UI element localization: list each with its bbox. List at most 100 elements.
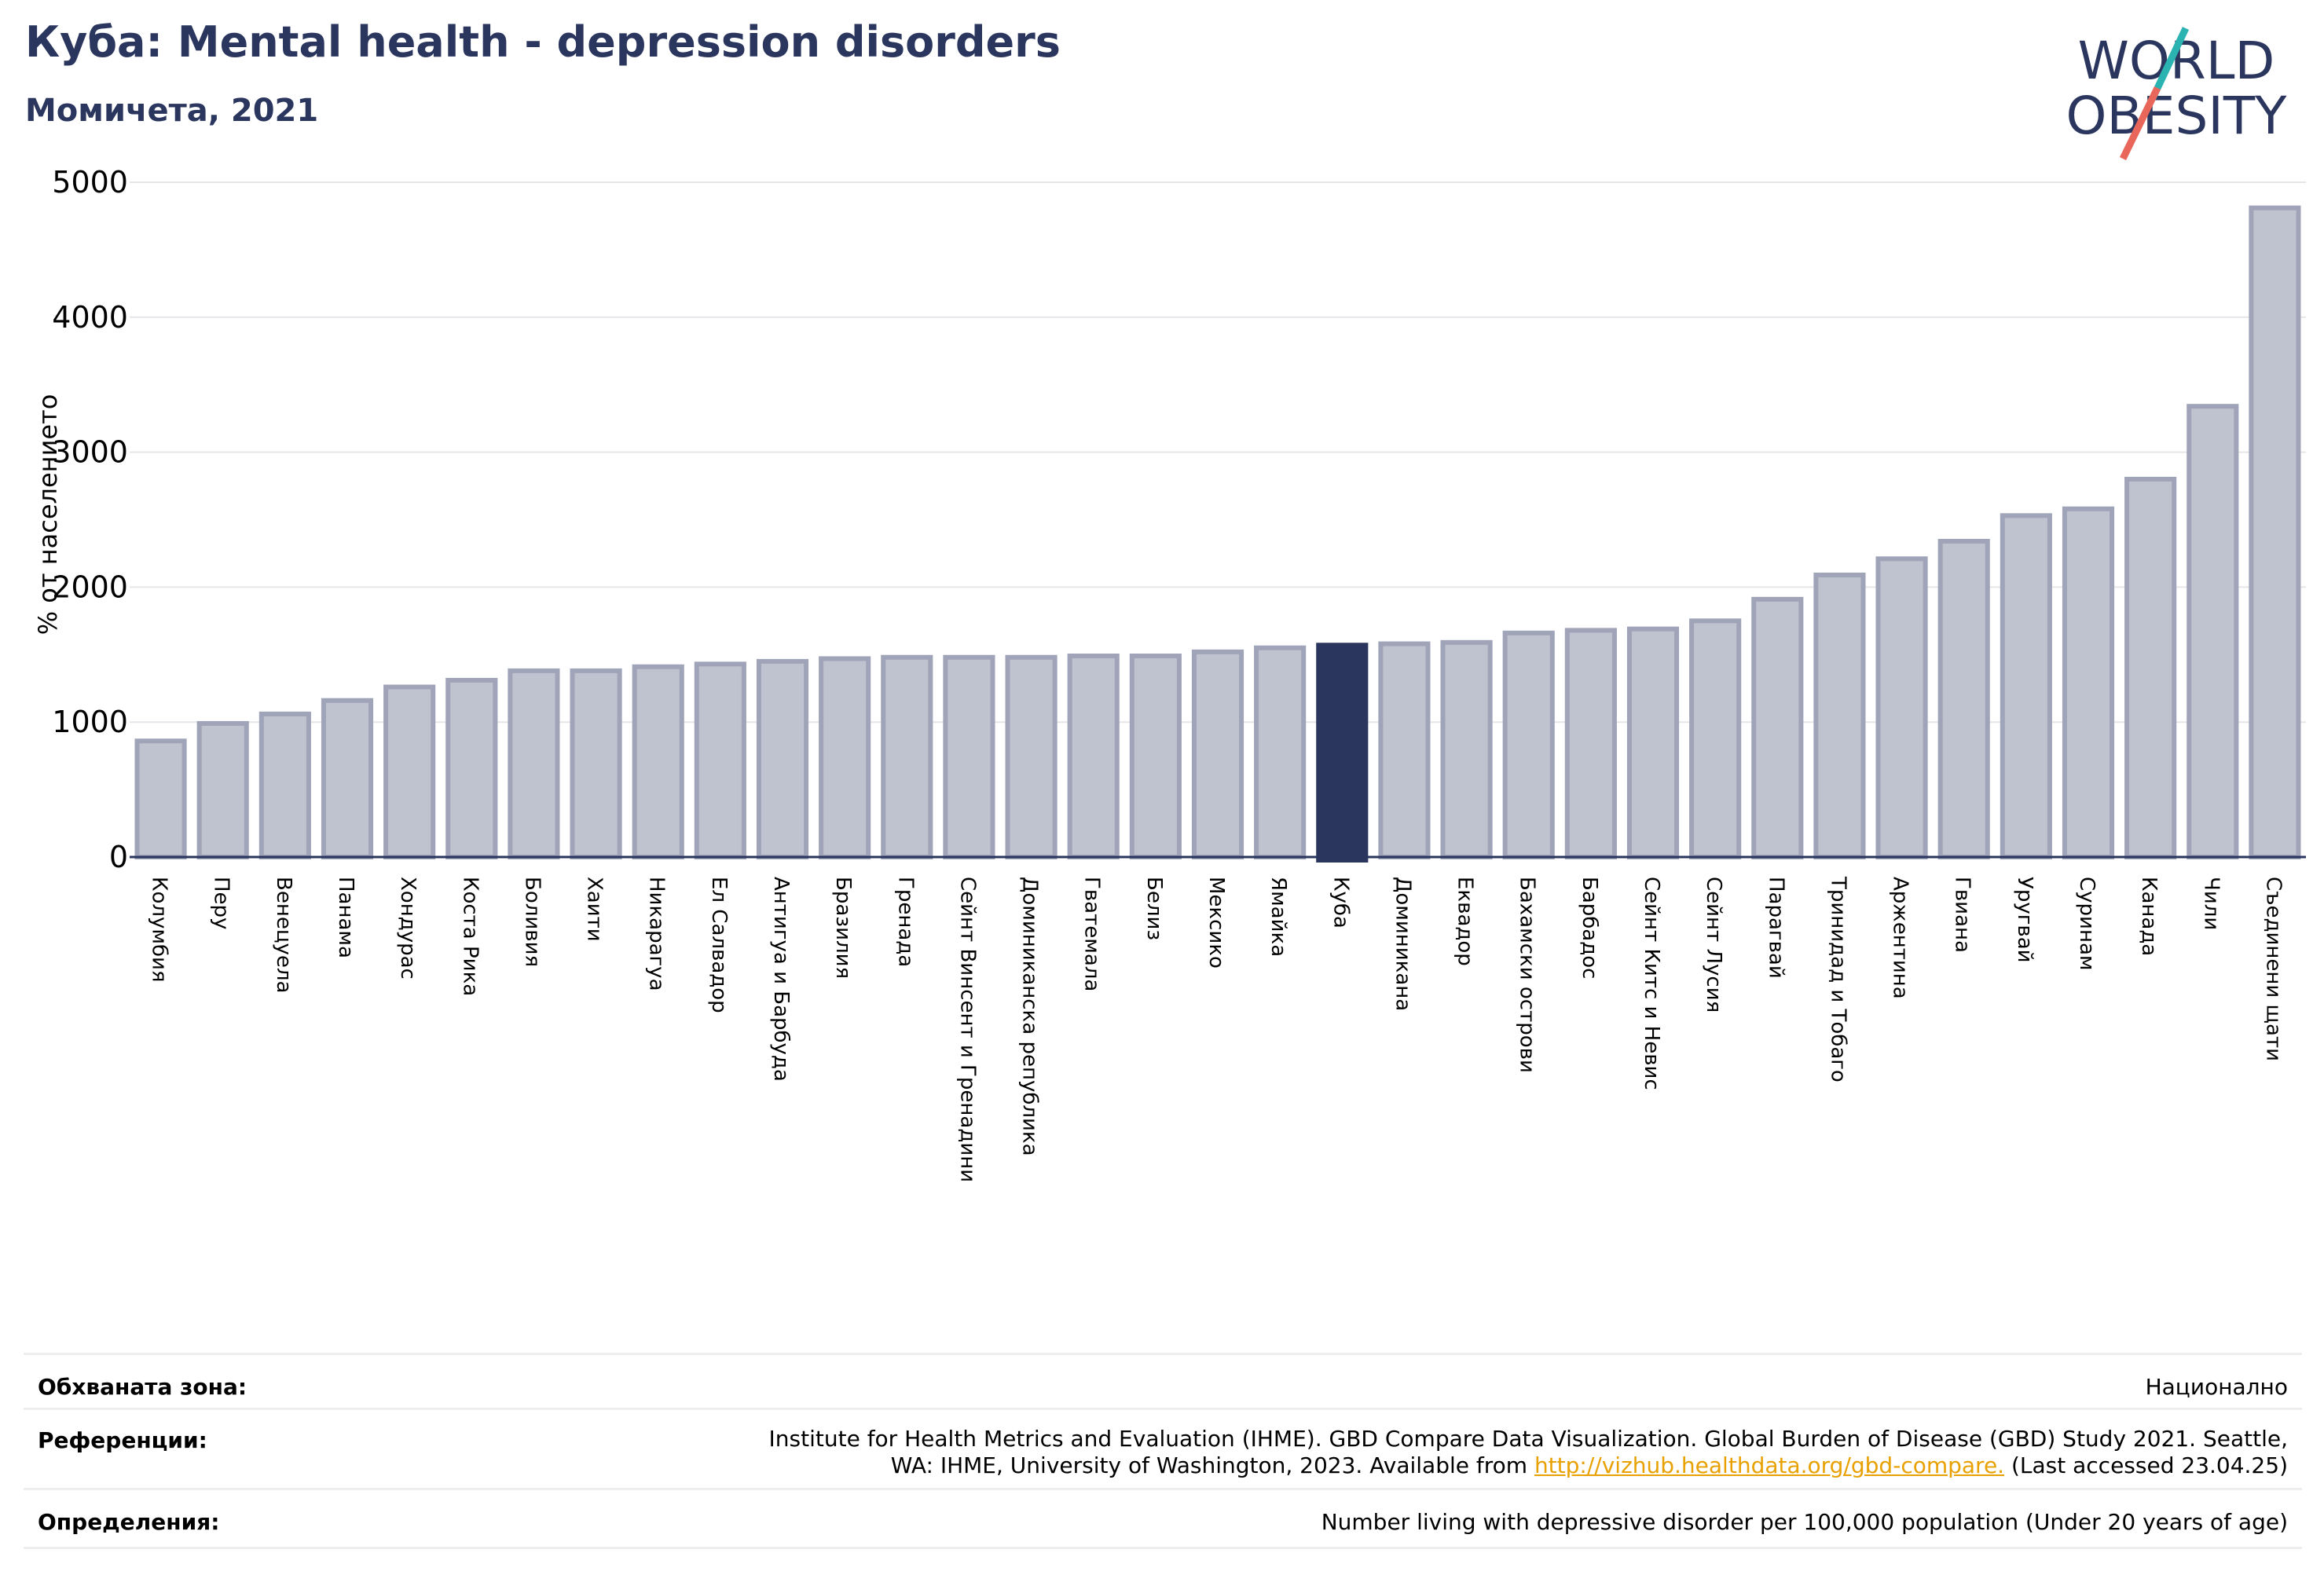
x-tick-label: Сейнт Китс и Невис <box>1640 877 1663 1090</box>
y-tick-label: 3000 <box>52 435 128 470</box>
x-tick-label: Никарагуа <box>645 877 669 991</box>
bar <box>2062 506 2115 859</box>
chart-title: Куба: Mental health - depression disorde… <box>25 17 1061 67</box>
y-tick-label: 5000 <box>52 165 128 200</box>
bar <box>1502 630 1555 859</box>
y-axis-ticks: 0 1000 2000 3000 4000 5000 <box>52 165 128 874</box>
logo-line2: OBESITY <box>2066 86 2288 146</box>
logo-red-slash <box>2119 86 2161 160</box>
definitions-row: Определения: Number living with depressi… <box>24 1488 2302 1549</box>
bar <box>2187 404 2239 859</box>
bar <box>1751 596 1804 859</box>
y-tick-label: 0 <box>109 840 128 874</box>
x-tick-label: Белиз <box>1142 877 1166 940</box>
x-tick-label: Канада <box>2137 877 2161 956</box>
x-tick-label: Коста Рика <box>458 877 482 996</box>
x-tick-label: Сейнт Лусия <box>1702 877 1725 1013</box>
references-line1: Institute for Health Metrics and Evaluat… <box>768 1426 2288 1452</box>
x-tick-label: Венецуела <box>272 877 295 993</box>
x-tick-label: Уругвай <box>2013 877 2036 963</box>
bar <box>1129 654 1182 859</box>
x-axis-ticks: Колумбия Перу Венецуела Панама Хондурас Коста… <box>148 876 2286 1182</box>
x-tick-label: Панама <box>334 877 357 958</box>
bar <box>134 738 187 860</box>
x-tick-label: Съединени щати <box>2261 877 2285 1061</box>
coverage-row: Обхваната зона: Национално <box>24 1353 2302 1410</box>
references-line2: WA: IHME, University of Washington, 2023… <box>402 1452 2288 1479</box>
bar <box>321 698 374 859</box>
definitions-label: Определения: <box>38 1509 220 1535</box>
bar <box>1005 654 1058 860</box>
references-value: Institute for Health Metrics and Evaluat… <box>402 1426 2288 1479</box>
x-tick-label: Барбадос <box>1578 877 1601 979</box>
x-tick-label: Гренада <box>893 877 917 967</box>
bar-highlighted <box>1316 643 1369 863</box>
chart-subtitle: Момичета, 2021 <box>25 93 319 129</box>
logo-teal-slash <box>2149 27 2190 100</box>
bar <box>2000 513 2052 859</box>
x-tick-label: Куба <box>1329 877 1352 929</box>
x-tick-label: Перу <box>210 877 233 929</box>
definitions-value: Number living with depressive disorder p… <box>1321 1509 2288 1535</box>
x-tick-label: Тринидад и Тобаго <box>1826 876 1849 1082</box>
bar <box>196 720 249 860</box>
bar <box>1564 628 1617 859</box>
bar <box>632 664 684 860</box>
y-tick-label: 2000 <box>52 570 128 604</box>
references-row: Референции: Institute for Health Metrics… <box>24 1408 2302 1490</box>
x-tick-label: Парагвай <box>1764 877 1787 979</box>
x-tick-label: Боливия <box>520 877 544 967</box>
x-tick-label: Чили <box>2199 877 2223 930</box>
x-tick-label: Доминиканска република <box>1018 877 1042 1156</box>
x-tick-label: Бразилия <box>831 877 855 979</box>
x-tick-label: Гватемала <box>1080 877 1104 991</box>
bar <box>1813 572 1866 859</box>
bar <box>1689 618 1742 859</box>
x-tick-label: Доминикана <box>1391 877 1414 1011</box>
bar <box>570 668 622 860</box>
x-tick-label: Ел Салвадор <box>707 877 731 1013</box>
coverage-value: Национално <box>2145 1374 2288 1400</box>
x-tick-label: Хондурас <box>396 877 420 980</box>
x-tick-label: Мексико <box>1204 877 1228 969</box>
bar <box>943 654 995 860</box>
bar <box>1067 654 1120 859</box>
world-obesity-logo: WORLD OBESITY <box>2066 27 2288 160</box>
x-tick-label: Антигуа и Барбуда <box>769 877 793 1082</box>
bar <box>1191 649 1244 859</box>
x-tick-label: Ямайка <box>1266 877 1290 957</box>
bar <box>2249 205 2301 859</box>
x-tick-label: Сейнт Винсент и Гренадини <box>955 877 979 1182</box>
coverage-label: Обхваната зона: <box>38 1374 247 1400</box>
bar <box>756 658 809 860</box>
x-tick-label: Суринам <box>2075 877 2099 971</box>
x-tick-label: Хаити <box>583 877 607 942</box>
bar <box>1440 639 1493 859</box>
references-line2-pre: WA: IHME, University of Washington, 2023… <box>890 1452 1534 1478</box>
bar <box>694 661 746 859</box>
bar <box>819 656 871 859</box>
bar <box>1875 556 1928 860</box>
x-tick-label: Еквадор <box>1453 877 1477 966</box>
y-tick-label: 4000 <box>52 300 128 335</box>
references-line2-post: (Last accessed 23.04.25) <box>2004 1452 2288 1478</box>
references-label: Референции: <box>38 1427 207 1453</box>
x-tick-label: Бахамски острови <box>1516 877 1539 1073</box>
bar <box>1937 538 1990 859</box>
bar <box>258 711 311 860</box>
bar <box>2124 476 2177 860</box>
x-tick-label: Колумбия <box>148 877 171 983</box>
bar <box>383 684 436 859</box>
x-tick-label: Аржентина <box>1889 877 1912 999</box>
bar <box>445 677 498 860</box>
y-axis-label: % от населението <box>33 394 63 635</box>
bars <box>134 205 2301 863</box>
bar <box>1626 626 1680 860</box>
bar <box>508 668 560 860</box>
y-tick-label: 1000 <box>52 705 128 739</box>
bar-chart: 0 1000 2000 3000 4000 5000 Колумбия Перу Венецу… <box>33 165 2306 1182</box>
bar <box>1378 641 1431 860</box>
bar <box>881 654 933 860</box>
x-tick-label: Гвиана <box>1951 877 1974 953</box>
references-link[interactable]: http://vizhub.healthdata.org/gbd-compare… <box>1534 1452 2005 1478</box>
